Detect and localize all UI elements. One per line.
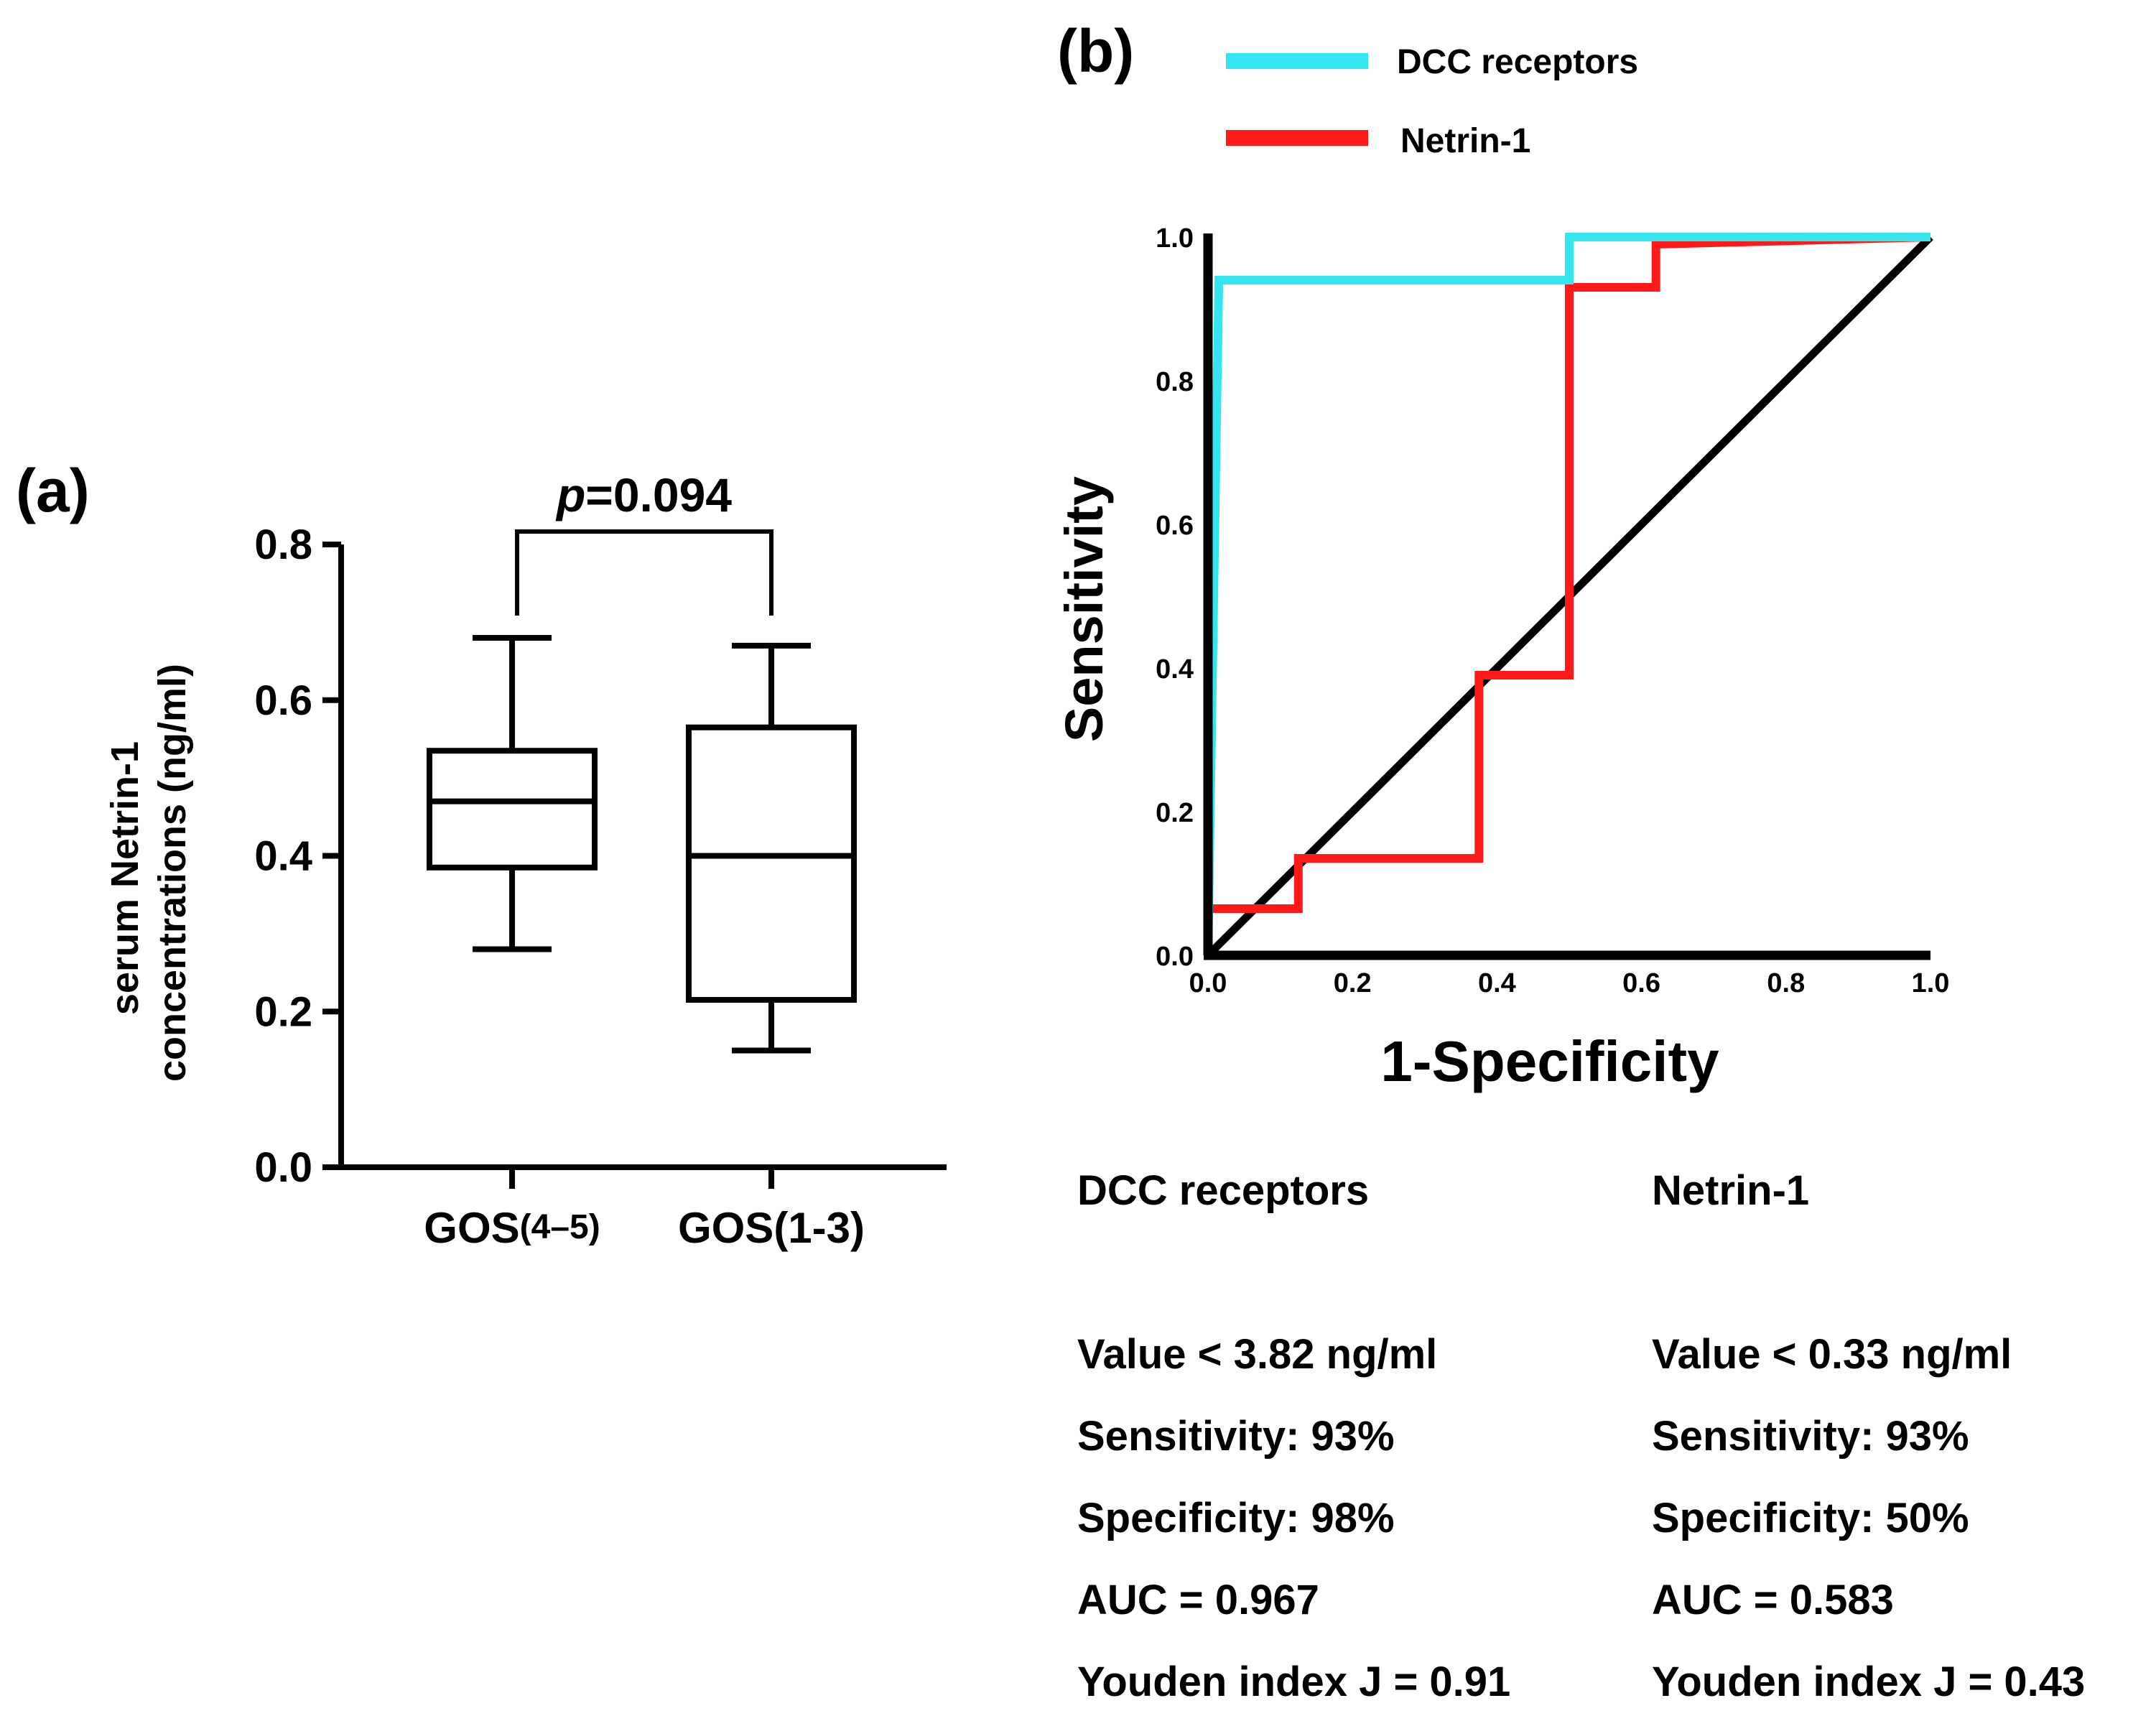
roc-line-dcc-receptors xyxy=(1204,233,1930,956)
roc-line-netrin-1 xyxy=(1204,233,1931,955)
panel-b-y-tick-label-0: 0.0 xyxy=(1156,942,1194,972)
panel-a-p-text: =0.094 xyxy=(585,468,732,521)
panel-b-x-ticks: 0.0 0.2 0.4 0.6 0.8 1.0 xyxy=(1189,968,1950,998)
panel-a-category-1-main: GOS xyxy=(424,1204,519,1252)
panel-a-category-2-sub: (1-3) xyxy=(773,1204,865,1252)
panel-a-p-italic: p xyxy=(555,468,585,521)
panel-b-x-tick-label-4: 0.8 xyxy=(1767,968,1805,998)
stats-netrin-sensitivity: Sensitivity: 93% xyxy=(1652,1413,1969,1460)
panel-b-x-tick-label-1: 0.2 xyxy=(1334,968,1372,998)
panel-b-x-tick-label-0: 0.0 xyxy=(1189,968,1227,998)
panel-b-y-tick-label-1: 0.2 xyxy=(1156,798,1194,828)
legend-label-netrin: Netrin-1 xyxy=(1400,122,1530,160)
legend-label-dcc: DCC receptors xyxy=(1397,43,1638,81)
panel-b-x-tick-label-5: 1.0 xyxy=(1912,968,1950,998)
panel-a-y-tick-label-0: 0.0 xyxy=(254,1144,312,1191)
stats-netrin-auc: AUC = 0.583 xyxy=(1652,1577,1894,1623)
box-2 xyxy=(686,642,857,1054)
panel-b-label: (b) xyxy=(1057,17,1134,85)
panel-a-y-ticks: 0.0 0.2 0.4 0.6 0.8 xyxy=(254,521,341,1191)
panel-a-y-tick-label-1: 0.2 xyxy=(254,988,312,1035)
stats-dcc-sensitivity: Sensitivity: 93% xyxy=(1077,1413,1395,1460)
panel-b-x-tick-label-3: 0.6 xyxy=(1622,968,1660,998)
panel-a-y-tick-label-4: 0.8 xyxy=(254,521,312,568)
panel-a-x-ticks xyxy=(509,1167,774,1189)
stats-netrin-value: Value < 0.33 ng/ml xyxy=(1652,1331,2012,1378)
stats-netrin-youden: Youden index J = 0.43 xyxy=(1652,1659,2086,1705)
panel-b-y-tick-label-5: 1.0 xyxy=(1156,223,1194,254)
stats-dcc-specificity: Specificity: 98% xyxy=(1077,1495,1395,1541)
panel-a-category-2-main: GOS xyxy=(678,1204,773,1252)
panel-a-ylabel: serum Netrin-1 concentrations (ng/ml) xyxy=(103,664,194,1082)
panel-a-boxes xyxy=(427,635,857,1054)
panel-a-category-2: GOS(1-3) xyxy=(678,1204,865,1252)
panel-a-ylabel-line2: concentrations (ng/ml) xyxy=(151,664,194,1082)
panel-a-ylabel-line1: serum Netrin-1 xyxy=(103,741,147,1015)
box-1-iqr xyxy=(427,748,598,871)
stats-dcc-youden: Youden index J = 0.91 xyxy=(1077,1659,1511,1705)
panel-b-xlabel: 1-Specificity xyxy=(1380,1029,1719,1093)
stats-netrin-title: Netrin-1 xyxy=(1652,1167,1810,1214)
panel-b-x-tick-label-2: 0.4 xyxy=(1478,968,1516,998)
panel-a-category-1-sub: (4–5) xyxy=(520,1208,600,1246)
stats-dcc-title: DCC receptors xyxy=(1077,1167,1370,1214)
panel-a-significance-bracket xyxy=(515,529,773,616)
stats-netrin-specificity: Specificity: 50% xyxy=(1652,1495,1969,1541)
panel-b-roc-lines xyxy=(1204,233,1933,958)
panel-b-y-tick-label-3: 0.6 xyxy=(1156,511,1194,541)
box-1 xyxy=(427,635,598,952)
panel-a-label: (a) xyxy=(16,457,90,524)
panel-b-ylabel: Sensitivity xyxy=(1054,476,1114,742)
stats-dcc-auc: AUC = 0.967 xyxy=(1077,1577,1319,1623)
panel-a-p-value: p=0.094 xyxy=(555,468,732,521)
box-2-iqr xyxy=(686,724,857,1003)
panel-b-y-tick-label-2: 0.4 xyxy=(1156,654,1194,685)
stats-dcc-value: Value < 3.82 ng/ml xyxy=(1077,1331,1438,1378)
panel-a-y-tick-label-2: 0.4 xyxy=(254,833,312,880)
panel-a: (a) serum Netrin-1 concentrations (ng/ml… xyxy=(16,457,947,1252)
panel-b-y-ticks: 0.0 0.2 0.4 0.6 0.8 1.0 xyxy=(1156,223,1194,972)
panel-b: (b) DCC receptors Netrin-1 Sensitivity 1… xyxy=(1054,17,1949,1093)
panel-a-y-tick-label-3: 0.6 xyxy=(254,677,312,724)
panel-a-category-1: GOS(4–5) xyxy=(424,1204,600,1252)
panel-b-y-tick-label-4: 0.8 xyxy=(1156,367,1194,397)
